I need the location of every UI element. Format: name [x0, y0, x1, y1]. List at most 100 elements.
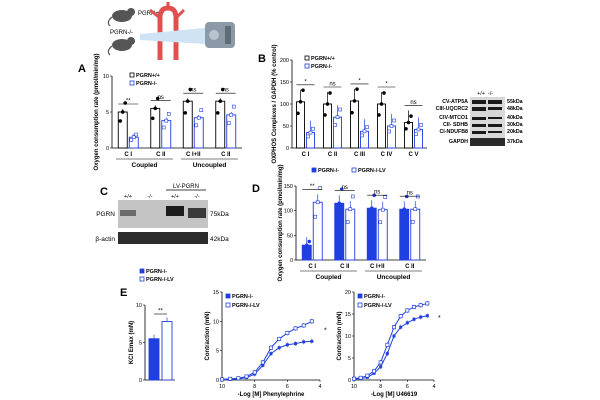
oxygraph-device-icon	[205, 22, 235, 48]
legend-label: PGRN-/-LV	[146, 277, 174, 283]
panel-e-kcl-chart: 0 5 10 ** KCl Emax (mN) PGRN-/- PGRN-/-LV	[129, 268, 175, 384]
data-point	[339, 187, 344, 191]
blot-right-label: 20kDa	[507, 129, 523, 135]
y-tick-label: 50	[283, 124, 289, 130]
data-point	[350, 110, 354, 115]
bar	[296, 101, 305, 149]
bar	[377, 103, 386, 149]
data-point	[334, 215, 339, 220]
data-point	[425, 314, 429, 318]
data-point	[226, 121, 231, 125]
data-point	[392, 118, 396, 123]
data-point	[218, 99, 223, 104]
blot-bands	[472, 100, 502, 134]
bar	[161, 321, 173, 381]
x-tick-label: C III	[354, 152, 365, 158]
legend-swatch	[304, 63, 310, 69]
legend-swatch	[357, 293, 363, 299]
legend-swatch	[225, 293, 231, 299]
data-point	[402, 207, 407, 212]
panel-e-u46619-chart: 0 5 10 15 20 10 8 6 4 * Contraction (mN) -Log [M] U…	[337, 290, 441, 398]
blot-right-label: 37kDa	[507, 139, 523, 145]
data-point	[389, 124, 394, 128]
mouse-wt-icon	[107, 8, 135, 27]
x-tick-label: 10	[351, 384, 357, 390]
blot-row-label: PGRN	[96, 211, 115, 218]
data-point	[304, 243, 309, 248]
x-tick-label: C I+II	[370, 264, 385, 270]
legend-label: PGRN-/-	[232, 294, 253, 300]
data-point	[166, 112, 171, 116]
data-point	[425, 301, 430, 306]
data-point	[345, 220, 350, 224]
y-axis-label: KCl Emax (mN)	[129, 321, 135, 364]
data-point	[372, 371, 376, 375]
y-tick-label: 5	[216, 349, 219, 355]
x-tick-label: C V	[408, 152, 418, 158]
data-point	[318, 186, 323, 190]
y-tick-label: 10	[345, 334, 351, 340]
blot-right-label: 40kDa	[507, 115, 523, 121]
x-tick-label: C II	[405, 264, 415, 270]
blot-right-label: 30kDa	[507, 122, 523, 128]
data-point	[231, 104, 236, 109]
data-point	[362, 129, 367, 134]
data-point	[229, 113, 234, 117]
sig-label: **	[310, 184, 315, 190]
data-point	[392, 325, 396, 330]
data-point	[285, 331, 290, 336]
group-label: Uncoupled	[377, 274, 411, 281]
data-point	[261, 363, 265, 367]
data-point	[129, 138, 134, 142]
data-point	[308, 130, 313, 135]
genotype-wt-label: PGRN+/+	[138, 11, 165, 17]
legend-label: PGRN-/-LV	[232, 303, 260, 309]
data-point	[378, 360, 383, 365]
data-point	[379, 365, 383, 369]
arrow-icon	[140, 28, 205, 44]
data-point	[185, 99, 190, 104]
bar	[366, 207, 377, 261]
bar	[117, 111, 128, 149]
y-tick-label: 5	[348, 356, 351, 362]
data-point	[409, 114, 413, 118]
data-point	[215, 111, 220, 115]
data-point	[277, 346, 281, 350]
x-tick-label: C II	[156, 152, 166, 158]
data-point	[337, 201, 342, 206]
data-point	[369, 206, 374, 211]
legend-label: PGRN-/-	[364, 294, 385, 300]
bar	[150, 107, 161, 149]
x-tick-label: C I	[124, 152, 132, 158]
data-point	[348, 207, 353, 211]
panel-d-chart: 0 50 100 150 C I ** C II ns C I+II ns C II ns Oxygen…	[278, 164, 426, 282]
data-point	[413, 207, 418, 211]
blot-left-label: CV-ATP5A	[442, 99, 468, 105]
data-point	[188, 87, 193, 92]
bar	[414, 129, 423, 149]
y-tick-label: 20	[345, 290, 351, 296]
bar	[148, 338, 160, 381]
data-point	[398, 314, 403, 319]
data-point	[328, 91, 332, 95]
data-point	[196, 115, 201, 120]
data-point	[404, 127, 408, 131]
sig-label: ns	[407, 191, 413, 197]
x-tick-label: C II	[340, 264, 350, 270]
panel-label-a: A	[78, 63, 86, 75]
x-tick-label: 6	[406, 384, 409, 390]
data-point	[294, 342, 297, 346]
data-point	[365, 373, 370, 378]
sig-label: ns	[190, 88, 196, 94]
y-axis-label: Oxygen consumption rate (pmol/min/mg)	[94, 53, 100, 170]
data-point	[416, 127, 421, 132]
bar	[377, 209, 388, 261]
data-point	[252, 370, 257, 375]
y-tick-label: 10	[136, 303, 142, 309]
data-point	[372, 369, 376, 374]
data-point	[164, 118, 169, 123]
y-axis-label: Contraction (mN)	[337, 312, 343, 361]
data-point	[377, 113, 381, 117]
y-tick-label: 0	[216, 378, 219, 384]
